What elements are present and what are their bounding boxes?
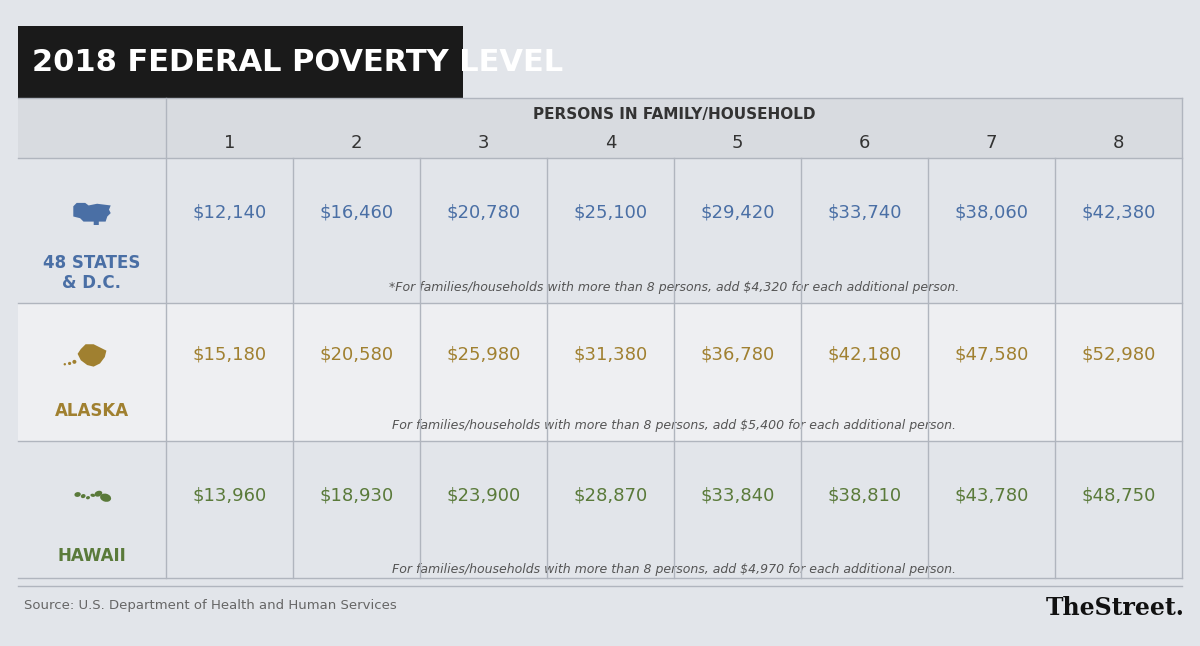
Text: TheStreet.: TheStreet. bbox=[1046, 596, 1186, 620]
Text: $25,980: $25,980 bbox=[446, 345, 521, 363]
Text: $20,580: $20,580 bbox=[319, 345, 394, 363]
Text: $47,580: $47,580 bbox=[954, 345, 1028, 363]
Text: $28,870: $28,870 bbox=[574, 486, 648, 505]
FancyBboxPatch shape bbox=[18, 441, 1182, 586]
Text: $38,060: $38,060 bbox=[954, 203, 1028, 222]
Text: $31,380: $31,380 bbox=[574, 345, 648, 363]
Text: $12,140: $12,140 bbox=[192, 203, 266, 222]
Text: PERSONS IN FAMILY/HOUSEHOLD: PERSONS IN FAMILY/HOUSEHOLD bbox=[533, 107, 815, 122]
Text: 2018 FEDERAL POVERTY LEVEL: 2018 FEDERAL POVERTY LEVEL bbox=[32, 48, 563, 76]
Text: 1: 1 bbox=[224, 134, 235, 152]
Text: $23,900: $23,900 bbox=[446, 486, 521, 505]
Text: ALASKA: ALASKA bbox=[55, 402, 130, 420]
Text: $33,740: $33,740 bbox=[827, 203, 901, 222]
Text: $36,780: $36,780 bbox=[701, 345, 775, 363]
Text: HAWAII: HAWAII bbox=[58, 547, 126, 565]
Text: 6: 6 bbox=[859, 134, 870, 152]
Text: 3: 3 bbox=[478, 134, 490, 152]
Circle shape bbox=[68, 362, 71, 365]
Text: 2: 2 bbox=[350, 134, 362, 152]
Text: $25,100: $25,100 bbox=[574, 203, 648, 222]
Text: $52,980: $52,980 bbox=[1081, 345, 1156, 363]
Text: Source: U.S. Department of Health and Human Services: Source: U.S. Department of Health and Hu… bbox=[24, 599, 397, 612]
Text: *For families/households with more than 8 persons, add $4,320 for each additiona: *For families/households with more than … bbox=[389, 280, 959, 293]
Text: 5: 5 bbox=[732, 134, 743, 152]
Ellipse shape bbox=[86, 496, 90, 499]
Ellipse shape bbox=[74, 492, 80, 497]
Text: $15,180: $15,180 bbox=[192, 345, 266, 363]
Polygon shape bbox=[73, 203, 110, 225]
FancyBboxPatch shape bbox=[18, 303, 1182, 441]
Text: $43,780: $43,780 bbox=[954, 486, 1028, 505]
Text: 4: 4 bbox=[605, 134, 617, 152]
Text: $20,780: $20,780 bbox=[446, 203, 521, 222]
Ellipse shape bbox=[90, 494, 95, 497]
Ellipse shape bbox=[100, 494, 112, 502]
FancyBboxPatch shape bbox=[18, 158, 1182, 303]
Text: $18,930: $18,930 bbox=[319, 486, 394, 505]
Circle shape bbox=[64, 363, 66, 366]
Text: 7: 7 bbox=[985, 134, 997, 152]
Text: 8: 8 bbox=[1112, 134, 1124, 152]
Text: $13,960: $13,960 bbox=[192, 486, 266, 505]
Text: $48,750: $48,750 bbox=[1081, 486, 1156, 505]
Ellipse shape bbox=[95, 491, 102, 497]
Text: $42,180: $42,180 bbox=[827, 345, 901, 363]
FancyBboxPatch shape bbox=[18, 26, 463, 98]
Polygon shape bbox=[78, 344, 107, 367]
Text: 48 STATES
& D.C.: 48 STATES & D.C. bbox=[43, 254, 140, 293]
Text: For families/households with more than 8 persons, add $5,400 for each additional: For families/households with more than 8… bbox=[392, 419, 956, 432]
Text: For families/households with more than 8 persons, add $4,970 for each additional: For families/households with more than 8… bbox=[392, 563, 956, 576]
Text: $16,460: $16,460 bbox=[319, 203, 394, 222]
Text: $38,810: $38,810 bbox=[828, 486, 901, 505]
Text: $29,420: $29,420 bbox=[701, 203, 775, 222]
Text: $33,840: $33,840 bbox=[701, 486, 775, 505]
Ellipse shape bbox=[80, 494, 85, 498]
Text: $42,380: $42,380 bbox=[1081, 203, 1156, 222]
Circle shape bbox=[72, 360, 77, 364]
FancyBboxPatch shape bbox=[18, 98, 1182, 158]
